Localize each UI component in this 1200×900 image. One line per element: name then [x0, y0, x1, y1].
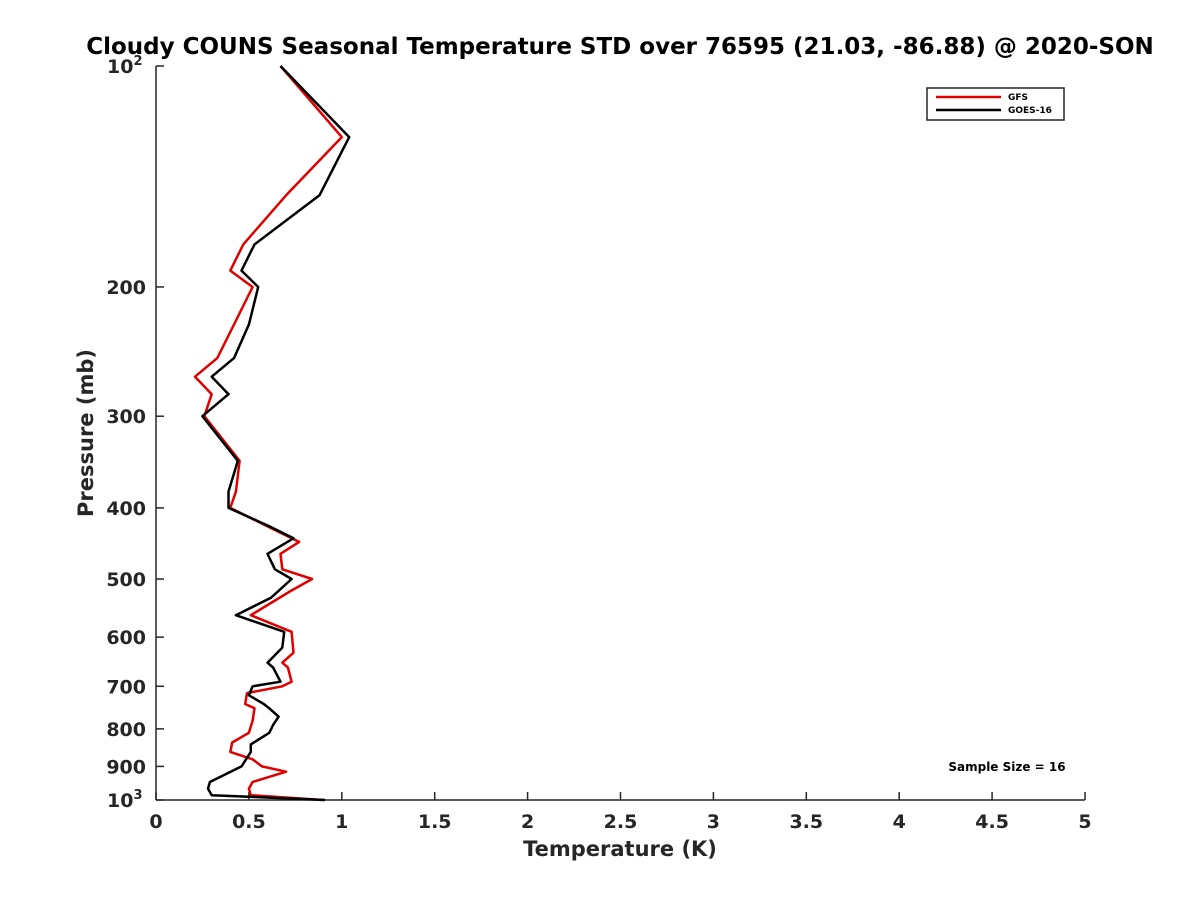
x-tick-label: 1.5	[418, 811, 452, 833]
x-tick-label: 2.5	[604, 811, 638, 833]
y-tick-label: 700	[106, 676, 146, 698]
y-tick-label: 800	[106, 719, 146, 741]
x-tick-label: 3	[707, 811, 720, 833]
x-tick-label: 2	[521, 811, 534, 833]
y-tick-label: 500	[106, 569, 146, 591]
y-tick-label: 103	[107, 788, 143, 812]
y-tick-label: 102	[107, 54, 143, 78]
x-axis-label: Temperature (K)	[523, 837, 717, 861]
y-tick-label: 600	[106, 627, 146, 649]
x-tick-label: 5	[1078, 811, 1091, 833]
y-tick-exponent: 3	[133, 788, 142, 803]
y-tick-base: 10	[107, 56, 133, 78]
y-axis-label: Pressure (mb)	[74, 349, 98, 517]
x-tick-label: 0.5	[232, 811, 266, 833]
series-line-goes16	[201, 65, 351, 802]
legend: GFS GOES-16	[926, 87, 1065, 121]
series-line-gfs	[193, 65, 344, 802]
y-tick-label: 900	[106, 756, 146, 778]
y-tick-label: 200	[106, 277, 146, 299]
y-tick-exponent: 2	[133, 54, 142, 69]
x-tick-label: 0	[149, 811, 162, 833]
x-tick-label: 3.5	[789, 811, 823, 833]
x-axis-ticks: 0 0.5 1 1.5 2 2.5 3 3.5 4 4.5 5	[149, 792, 1092, 833]
sample-size-annotation: Sample Size = 16	[948, 760, 1065, 774]
x-tick-label: 4.5	[975, 811, 1009, 833]
x-tick-label: 4	[893, 811, 906, 833]
series-layer	[193, 65, 351, 802]
chart-title: Cloudy COUNS Seasonal Temperature STD ov…	[86, 34, 1154, 60]
y-tick-base: 10	[107, 790, 133, 812]
legend-label-goes16: GOES-16	[1008, 106, 1052, 116]
legend-label-gfs: GFS	[1008, 93, 1028, 103]
x-tick-label: 1	[335, 811, 348, 833]
y-tick-label: 400	[106, 498, 146, 520]
legend-box	[926, 87, 1065, 121]
y-tick-label: 300	[106, 406, 146, 428]
